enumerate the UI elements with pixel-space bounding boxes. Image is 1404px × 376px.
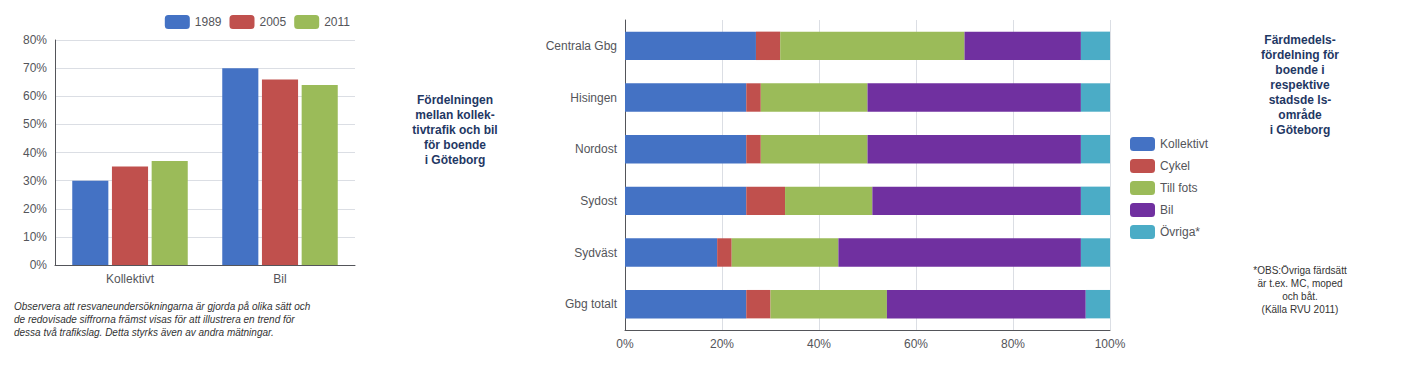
svg-text:Sydost: Sydost bbox=[580, 194, 617, 208]
svg-text:Sydväst: Sydväst bbox=[574, 246, 617, 260]
svg-text:område: område bbox=[1278, 108, 1322, 122]
svg-text:20%: 20% bbox=[710, 337, 734, 351]
svg-text:2011: 2011 bbox=[324, 15, 350, 29]
svg-text:Gbg totalt: Gbg totalt bbox=[565, 297, 618, 311]
svg-text:är t.ex. MC, moped: är t.ex. MC, moped bbox=[1257, 278, 1342, 289]
svg-text:fördelning för: fördelning för bbox=[1261, 48, 1339, 62]
svg-text:40%: 40% bbox=[807, 337, 831, 351]
svg-text:Färdmedels-: Färdmedels- bbox=[1264, 33, 1335, 47]
svg-text:40%: 40% bbox=[23, 146, 47, 160]
svg-text:Observera att resvaneundersökn: Observera att resvaneundersökningarna är… bbox=[14, 301, 311, 312]
svg-text:Bil: Bil bbox=[273, 272, 286, 286]
svg-text:30%: 30% bbox=[23, 174, 47, 188]
svg-text:80%: 80% bbox=[1001, 337, 1025, 351]
svg-text:60%: 60% bbox=[904, 337, 928, 351]
svg-text:60%: 60% bbox=[23, 89, 47, 103]
svg-text:100%: 100% bbox=[1095, 337, 1126, 351]
svg-text:0%: 0% bbox=[616, 337, 634, 351]
svg-text:dessa två trafikslag. Detta st: dessa två trafikslag. Detta styrks även … bbox=[14, 327, 274, 338]
svg-text:Nordost: Nordost bbox=[575, 142, 618, 156]
svg-text:70%: 70% bbox=[23, 61, 47, 75]
svg-text:för boende: för boende bbox=[424, 138, 486, 152]
svg-text:Övriga*: Övriga* bbox=[1160, 225, 1200, 239]
svg-text:stadsde ls-: stadsde ls- bbox=[1269, 93, 1332, 107]
svg-text:*OBS:Övriga färdsätt: *OBS:Övriga färdsätt bbox=[1253, 265, 1347, 276]
svg-text:i Göteborg: i Göteborg bbox=[1270, 123, 1331, 137]
svg-text:i Göteborg: i Göteborg bbox=[425, 153, 486, 167]
svg-text:Kollektivt: Kollektivt bbox=[1160, 137, 1209, 151]
svg-text:(Källa RVU 2011): (Källa RVU 2011) bbox=[1262, 304, 1339, 315]
svg-text:80%: 80% bbox=[23, 33, 47, 47]
svg-text:Centrala Gbg: Centrala Gbg bbox=[546, 39, 617, 53]
svg-text:Cykel: Cykel bbox=[1160, 159, 1190, 173]
svg-text:boende i: boende i bbox=[1275, 63, 1324, 77]
svg-text:mellan kollek-: mellan kollek- bbox=[415, 108, 494, 122]
svg-text:tivtrafik och bil: tivtrafik och bil bbox=[412, 123, 497, 137]
svg-text:0%: 0% bbox=[30, 258, 48, 272]
svg-text:Kollektivt: Kollektivt bbox=[106, 272, 155, 286]
svg-text:Fördelningen: Fördelningen bbox=[417, 93, 493, 107]
svg-text:de redovisade siffrorna främst: de redovisade siffrorna främst visas för… bbox=[14, 314, 295, 325]
svg-text:50%: 50% bbox=[23, 117, 47, 131]
svg-text:20%: 20% bbox=[23, 202, 47, 216]
svg-text:10%: 10% bbox=[23, 230, 47, 244]
svg-text:Hisingen: Hisingen bbox=[570, 91, 617, 105]
svg-text:Bil: Bil bbox=[1160, 203, 1173, 217]
svg-text:respektive: respektive bbox=[1270, 78, 1330, 92]
svg-text:1989: 1989 bbox=[195, 15, 222, 29]
svg-text:2005: 2005 bbox=[260, 15, 287, 29]
svg-text:och båt.: och båt. bbox=[1282, 291, 1318, 302]
svg-text:Till fots: Till fots bbox=[1160, 181, 1198, 195]
